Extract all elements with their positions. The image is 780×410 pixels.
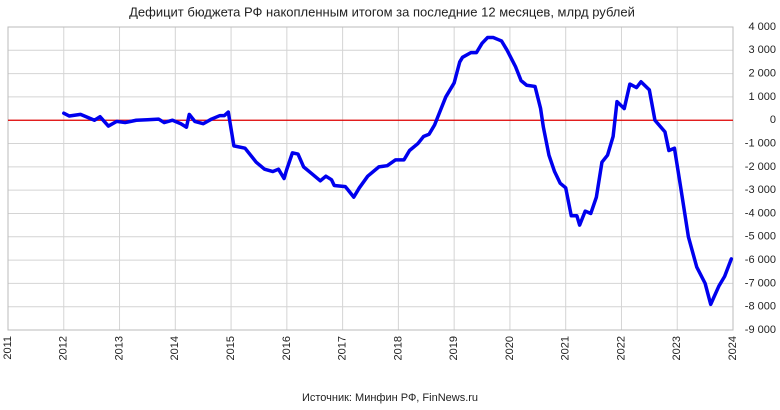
y-tick-label: -1 000	[745, 137, 776, 149]
x-tick-label: 2022	[615, 336, 627, 360]
y-tick-label: -2 000	[745, 161, 776, 173]
y-tick-label: 1 000	[748, 91, 776, 103]
x-tick-label: 2018	[392, 336, 404, 360]
y-tick-label: -5 000	[745, 231, 776, 243]
x-tick-label: 2021	[560, 336, 572, 360]
x-tick-label: 2013	[113, 336, 125, 360]
x-tick-label: 2011	[2, 336, 14, 360]
x-tick-label: 2017	[337, 336, 349, 360]
y-tick-label: 0	[770, 114, 776, 126]
y-tick-label: 3 000	[748, 44, 776, 56]
y-tick-label: 2 000	[748, 68, 776, 80]
y-tick-label: -4 000	[745, 207, 776, 219]
x-tick-label: 2020	[504, 336, 516, 360]
x-tick-label: 2015	[225, 336, 237, 360]
y-tick-label: -7 000	[745, 277, 776, 289]
source-note: Источник: Минфин РФ, FinNews.ru	[302, 392, 478, 404]
y-tick-label: -3 000	[745, 184, 776, 196]
x-tick-label: 2023	[671, 336, 683, 360]
y-tick-label: -8 000	[745, 301, 776, 313]
x-tick-label: 2024	[727, 336, 739, 360]
chart-title: Дефицит бюджета РФ накопленным итогом за…	[129, 4, 635, 19]
data-line	[62, 35, 734, 307]
x-tick-label: 2019	[448, 336, 460, 360]
x-tick-label: 2014	[169, 336, 181, 360]
y-tick-label: -6 000	[745, 254, 776, 266]
x-tick-label: 2012	[58, 336, 70, 360]
y-tick-label: -9 000	[745, 324, 776, 336]
x-tick-label: 2016	[281, 336, 293, 360]
plot-frame	[7, 26, 734, 331]
y-tick-label: 4 000	[748, 21, 776, 33]
